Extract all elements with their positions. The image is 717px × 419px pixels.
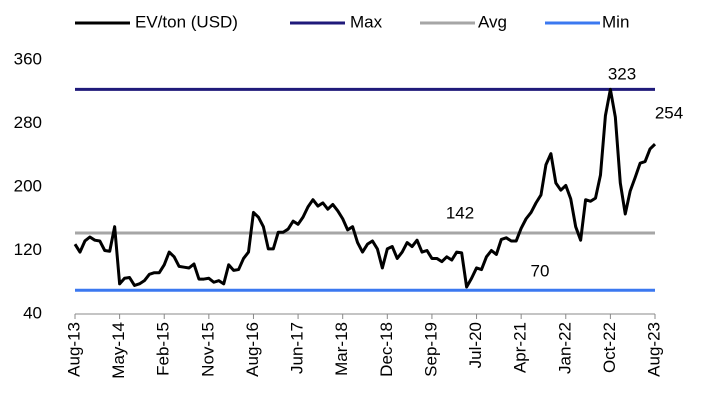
x-tick-label: Apr-21 <box>511 322 530 373</box>
data-line <box>73 87 657 289</box>
legend-label: Max <box>350 12 383 31</box>
x-tick-label: Jan-22 <box>555 322 574 374</box>
x-tick-label: Aug-13 <box>64 322 83 377</box>
x-tick-label: Feb-15 <box>154 322 173 376</box>
legend-label: Avg <box>478 12 507 31</box>
reference-label: 323 <box>608 64 636 83</box>
x-tick-label: Aug-16 <box>243 322 262 377</box>
x-tick-label: May-14 <box>109 322 128 379</box>
x-tick-label: Jul-20 <box>466 322 485 368</box>
y-tick-label: 120 <box>14 240 42 259</box>
end-label: 254 <box>655 104 683 123</box>
reference-label: 70 <box>531 261 550 280</box>
x-tick-label: Aug-23 <box>644 322 663 377</box>
x-tick-label: Jun-17 <box>288 322 307 374</box>
x-tick-label: Oct-22 <box>600 322 619 373</box>
legend-label: EV/ton (USD) <box>135 12 238 31</box>
y-tick-label: 40 <box>23 303 42 322</box>
y-tick-label: 200 <box>14 176 42 195</box>
x-tick-label: Mar-18 <box>332 322 351 376</box>
x-tick-label: Nov-15 <box>198 322 217 377</box>
legend-label: Min <box>602 12 629 31</box>
y-tick-label: 360 <box>14 49 42 68</box>
x-tick-label: Dec-18 <box>377 322 396 377</box>
x-tick-label: Sep-19 <box>421 322 440 377</box>
y-tick-label: 280 <box>14 113 42 132</box>
reference-label: 142 <box>446 203 474 222</box>
